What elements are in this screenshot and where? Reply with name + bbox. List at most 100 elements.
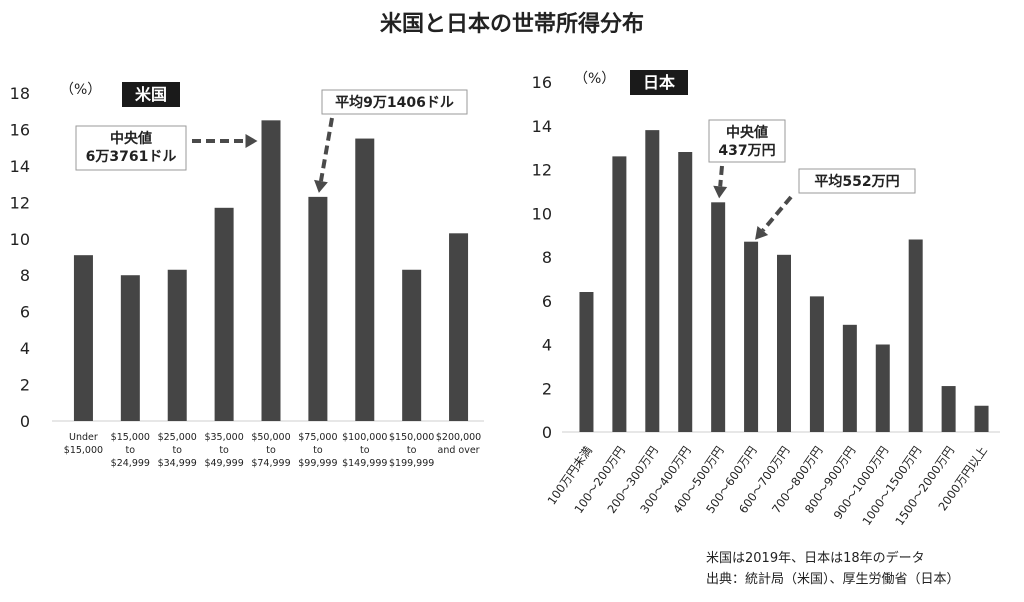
- japan-bar: [744, 241, 759, 432]
- usa-annotation-arrow-shaft: [318, 117, 334, 182]
- usa-y-tick-label: 12: [10, 193, 30, 212]
- usa-y-tick-label: 14: [10, 157, 30, 176]
- usa-annotation-box: [75, 125, 187, 171]
- japan-bar: [842, 324, 857, 432]
- japan-annotation-box: [708, 119, 786, 163]
- usa-category-label: Under: [69, 432, 98, 443]
- japan-annotation-text: 平均552万円: [814, 173, 899, 190]
- japan-bar: [809, 296, 824, 432]
- usa-annotation-arrow: [192, 134, 258, 148]
- japan-annotation-arrow-head: [713, 185, 728, 199]
- usa-annotation-arrow-head: [314, 179, 328, 193]
- usa-category-label: $99,999: [298, 458, 337, 469]
- usa-y-tick-label: 18: [10, 84, 30, 103]
- japan-bar: [711, 202, 726, 432]
- japan-bar: [612, 156, 627, 432]
- usa-annotation-text: 6万3761ドル: [86, 149, 177, 165]
- usa-category-label: to: [313, 445, 323, 456]
- usa-annotation-box: [321, 89, 468, 115]
- usa-y-tick-label: 10: [10, 230, 30, 249]
- usa-y-tick-label: 4: [20, 339, 30, 358]
- japan-bar: [908, 239, 923, 432]
- japan-bar: [678, 152, 693, 432]
- footer-note: 米国は2019年、日本は18年のデータ 出典：統計局（米国）、厚生労働省（日本）: [706, 548, 1006, 590]
- japan-category-label: 1500～2000万円: [892, 444, 957, 528]
- usa-bar: [402, 269, 422, 421]
- usa-category-label: $75,000: [298, 432, 337, 443]
- usa-category-label: $100,000: [342, 432, 387, 443]
- japan-annotation-text: 437万円: [718, 143, 775, 159]
- usa-category-label: $200,000: [436, 432, 481, 443]
- footer-line-data-years: 米国は2019年、日本は18年のデータ: [706, 551, 925, 566]
- usa-y-tick-label: 0: [20, 412, 30, 431]
- japan-y-tick-label: 12: [532, 161, 552, 180]
- usa-category-label: $50,000: [251, 432, 290, 443]
- japan-y-tick-label: 6: [542, 292, 552, 311]
- usa-category-label: to: [219, 445, 229, 456]
- usa-category-label: to: [266, 445, 276, 456]
- usa-y-tick-label: 6: [20, 303, 30, 322]
- usa-category-label: $149,999: [342, 458, 387, 469]
- usa-category-label: $24,999: [111, 458, 150, 469]
- japan-annotation-box: [798, 168, 916, 194]
- japan-annotation-arrow: [713, 165, 728, 199]
- usa-category-label: $49,999: [204, 458, 243, 469]
- usa-annotation-arrow-head: [245, 134, 258, 148]
- japan-bar: [875, 344, 890, 432]
- usa-category-label: $34,999: [158, 458, 197, 469]
- japan-bar: [777, 254, 791, 432]
- usa-category-label: $199,999: [389, 458, 434, 469]
- usa-annotation-arrow: [314, 117, 334, 193]
- usa-annotation-text: 中央値: [110, 130, 152, 147]
- usa-category-label: to: [172, 445, 182, 456]
- japan-y-tick-label: 16: [532, 73, 552, 92]
- usa-bar: [214, 207, 234, 421]
- usa-unit-label: （%）: [60, 82, 101, 98]
- usa-country-label-box: [122, 82, 180, 107]
- usa-category-label: to: [360, 445, 370, 456]
- japan-unit-label: （%）: [574, 71, 615, 87]
- usa-bar: [120, 275, 140, 421]
- usa-category-label: $35,000: [204, 432, 243, 443]
- usa-bar: [355, 138, 375, 422]
- usa-bar: [73, 255, 93, 421]
- usa-category-label: and over: [438, 445, 480, 456]
- japan-annotation-text: 中央値: [726, 124, 768, 141]
- japan-category-label: 1000～1500万円: [859, 444, 924, 528]
- japan-bar: [645, 130, 660, 432]
- footer-line-source: 出典：統計局（米国）、厚生労働省（日本）: [706, 572, 960, 587]
- usa-bar: [167, 269, 187, 421]
- usa-category-label: $25,000: [158, 432, 197, 443]
- usa-category-label: $74,999: [251, 458, 290, 469]
- japan-y-tick-label: 2: [542, 379, 552, 398]
- usa-category-label: $150,000: [389, 432, 434, 443]
- usa-category-label: to: [126, 445, 136, 456]
- japan-bar: [941, 386, 956, 432]
- japan-y-tick-label: 8: [542, 248, 552, 267]
- usa-category-label: $15,000: [111, 432, 150, 443]
- usa-category-label: to: [407, 445, 417, 456]
- usa-y-tick-label: 16: [10, 120, 30, 139]
- usa-country-label: 米国: [135, 85, 167, 104]
- japan-annotation-arrow-head: [755, 225, 769, 240]
- usa-y-tick-label: 8: [20, 266, 30, 285]
- usa-bar: [449, 233, 469, 421]
- usa-y-tick-label: 2: [20, 376, 30, 395]
- japan-bar: [579, 292, 594, 432]
- japan-annotation-arrow-shaft: [761, 195, 793, 232]
- usa-bar: [308, 196, 328, 421]
- japan-annotation-arrow: [755, 195, 793, 240]
- japan-y-tick-label: 14: [532, 117, 552, 136]
- japan-country-label: 日本: [643, 73, 675, 92]
- japan-y-tick-label: 4: [542, 336, 552, 355]
- japan-y-tick-label: 10: [532, 204, 552, 223]
- japan-country-label-box: [630, 70, 688, 95]
- japan-annotation-arrow-shaft: [718, 165, 724, 187]
- usa-annotation-text: 平均9万1406ドル: [335, 94, 454, 111]
- usa-category-label: $15,000: [64, 445, 103, 456]
- usa-bar: [261, 120, 281, 421]
- japan-bar: [974, 405, 989, 432]
- japan-y-tick-label: 0: [542, 423, 552, 442]
- page-title: 米国と日本の世帯所得分布: [379, 12, 644, 37]
